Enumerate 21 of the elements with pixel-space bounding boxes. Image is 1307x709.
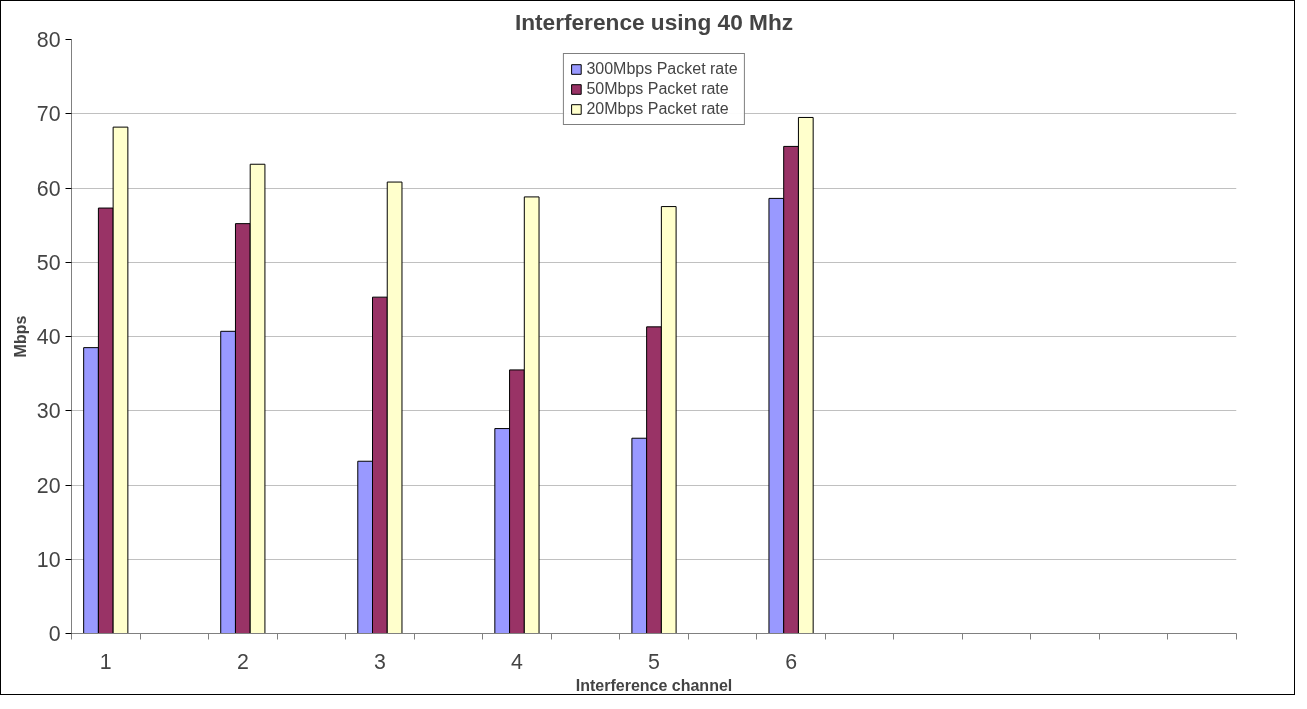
y-tick-label: 80: [36, 28, 61, 52]
x-tick-label: 6: [785, 649, 797, 674]
legend-label: 50Mbps Packet rate: [586, 80, 729, 98]
y-tick-label: 20: [36, 473, 61, 498]
y-tick-label: 10: [36, 547, 61, 572]
x-tick-label: 1: [99, 649, 112, 674]
x-tick-label: 4: [511, 649, 524, 674]
x-tick-label: 5: [648, 649, 660, 674]
chart-title: Interference using 40 Mhz: [514, 8, 794, 35]
y-tick-label: 40: [36, 325, 61, 349]
y-axis-title: Mbps: [11, 315, 29, 358]
legend-label: 300Mbps Packet rate: [586, 60, 738, 78]
legend-label: 20Mbps Packet rate: [586, 100, 729, 118]
y-tick-label: 30: [36, 399, 61, 424]
x-axis-title: Interference channel: [575, 676, 733, 694]
y-tick-label: 60: [36, 176, 61, 201]
x-tick-label: 2: [236, 649, 249, 674]
y-tick-label: 0: [48, 622, 61, 646]
y-tick-label: 50: [36, 250, 61, 275]
y-tick-label: 70: [36, 102, 61, 127]
x-tick-label: 3: [373, 649, 386, 674]
